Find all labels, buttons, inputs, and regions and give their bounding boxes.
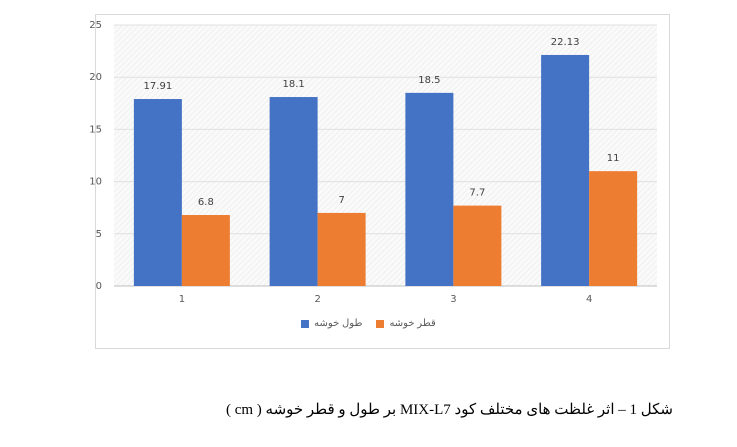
- y-tick-label: 0: [96, 281, 102, 292]
- x-tick-label: 2: [314, 294, 320, 305]
- y-tick-label: 25: [89, 20, 102, 31]
- legend-label: طول خوشه: [314, 318, 363, 329]
- data-label: 22.13: [551, 37, 580, 48]
- bar: [317, 212, 366, 286]
- legend-swatch-orange: [376, 319, 385, 328]
- y-tick-label: 10: [89, 177, 102, 188]
- bar: [589, 171, 638, 286]
- data-label: 17.91: [144, 81, 173, 92]
- bar: [133, 99, 182, 287]
- data-label: 18.1: [282, 79, 304, 90]
- bar: [269, 97, 318, 286]
- chart-frame: [95, 14, 670, 349]
- figure-caption: شکل 1 – اثر غلظت های مختلف کود MIX-L7 بر…: [225, 402, 673, 418]
- x-tick-label: 1: [179, 294, 185, 305]
- x-tick-label: 3: [450, 294, 456, 305]
- legend: طول خوشه قطر خوشه: [0, 318, 737, 329]
- y-tick-label: 5: [96, 229, 102, 240]
- y-tick-label: 15: [89, 124, 102, 135]
- data-label: 7.7: [469, 188, 485, 199]
- data-label: 11: [607, 153, 620, 164]
- legend-swatch-blue: [301, 319, 310, 328]
- y-tick-label: 20: [89, 72, 102, 83]
- bar: [405, 92, 454, 286]
- legend-label: قطر خوشه: [389, 318, 436, 329]
- bar: [541, 54, 590, 286]
- legend-item-diameter: قطر خوشه: [376, 318, 436, 329]
- bar: [453, 205, 502, 286]
- data-label: 7: [338, 195, 344, 206]
- data-label: 18.5: [418, 75, 440, 86]
- legend-item-length: طول خوشه: [301, 318, 362, 329]
- x-tick-label: 4: [586, 294, 592, 305]
- bar: [181, 215, 230, 286]
- data-label: 6.8: [198, 197, 214, 208]
